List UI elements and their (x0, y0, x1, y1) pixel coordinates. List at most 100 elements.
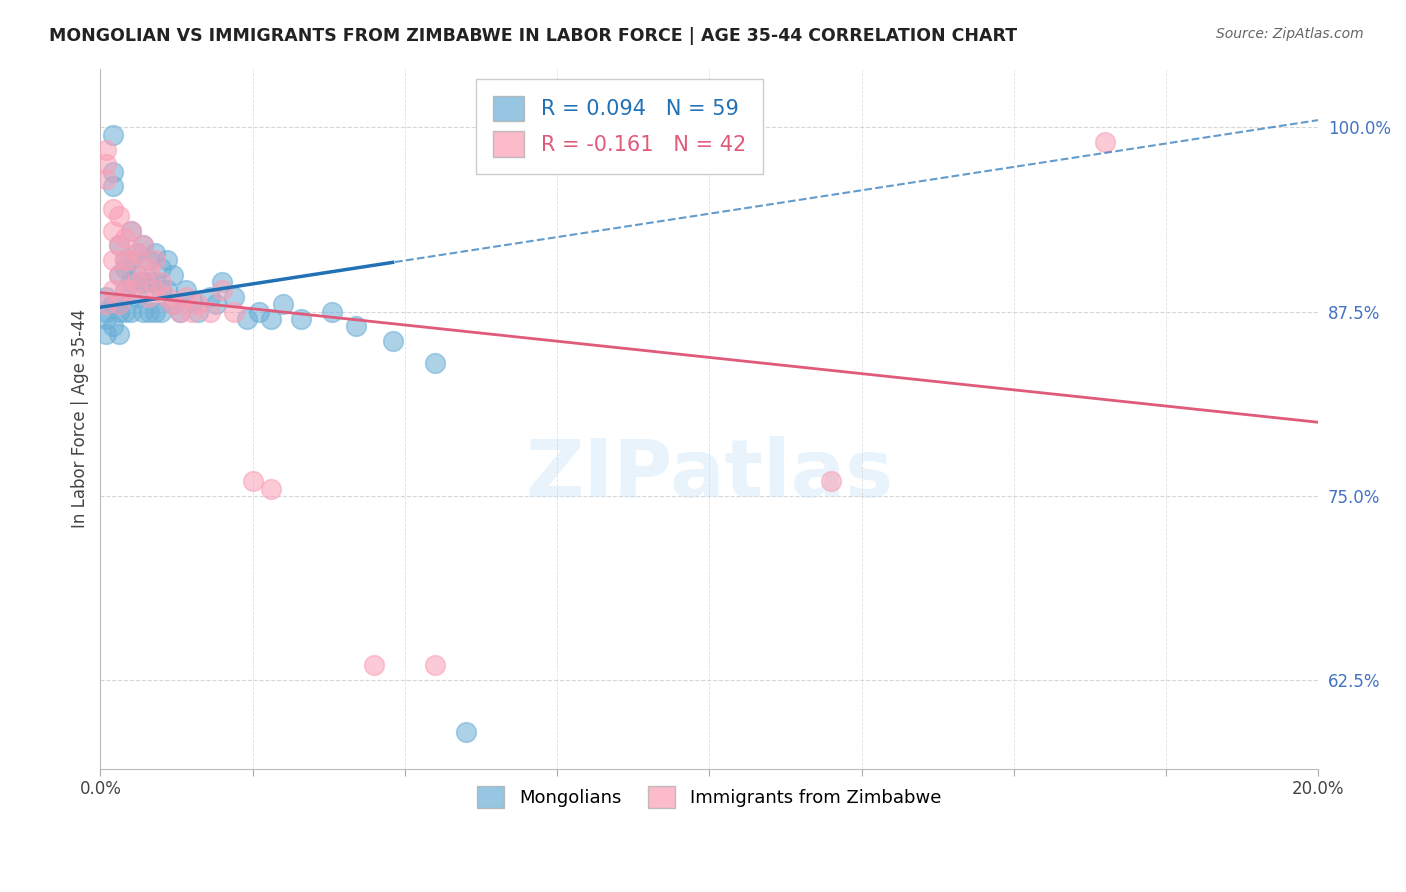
Point (120, 283, 142, 297)
Point (321, 304, 343, 318)
Y-axis label: In Labor Force | Age 35-44: In Labor Force | Age 35-44 (72, 309, 89, 528)
Point (107, 268, 129, 282)
Point (132, 238, 155, 252)
Point (150, 275, 173, 289)
Point (120, 224, 142, 238)
Point (107, 268, 129, 282)
Point (132, 268, 155, 282)
Text: ZIPatlas: ZIPatlas (526, 435, 893, 514)
Point (143, 304, 166, 318)
Point (242, 474, 264, 488)
Point (101, 297, 124, 311)
Point (101, 283, 124, 297)
Point (150, 260, 173, 275)
Text: MONGOLIAN VS IMMIGRANTS FROM ZIMBABWE IN LABOR FORCE | AGE 35-44 CORRELATION CHA: MONGOLIAN VS IMMIGRANTS FROM ZIMBABWE IN… (49, 27, 1018, 45)
Point (101, 128, 124, 142)
Point (174, 283, 197, 297)
Point (107, 297, 129, 311)
Point (138, 275, 160, 289)
Point (205, 297, 228, 311)
Point (363, 658, 385, 673)
Point (107, 209, 129, 223)
Point (114, 231, 136, 245)
Point (138, 304, 160, 318)
Point (162, 297, 184, 311)
Point (96, 304, 118, 318)
Point (169, 304, 191, 318)
Text: Source: ZipAtlas.com: Source: ZipAtlas.com (1216, 27, 1364, 41)
Point (180, 304, 202, 318)
Point (187, 297, 209, 311)
Point (96, 312, 118, 326)
Point (96, 297, 118, 311)
Point (381, 334, 404, 349)
Point (224, 290, 246, 304)
Point (143, 245, 166, 260)
Point (224, 304, 246, 318)
Point (120, 304, 142, 318)
Point (138, 290, 160, 304)
Point (198, 304, 221, 318)
Point (180, 294, 202, 309)
Point (114, 253, 136, 268)
Point (114, 283, 136, 297)
Point (143, 283, 166, 297)
Point (169, 304, 191, 318)
Point (96, 157, 118, 171)
Point (138, 260, 160, 275)
Point (187, 304, 209, 318)
Point (132, 304, 155, 318)
Point (101, 202, 124, 216)
Point (425, 356, 447, 370)
Point (120, 253, 142, 268)
Point (150, 283, 173, 297)
Point (114, 260, 136, 275)
Point (132, 238, 155, 252)
Point (101, 179, 124, 194)
Point (290, 312, 312, 326)
Point (125, 268, 148, 282)
Point (114, 253, 136, 268)
Point (156, 283, 179, 297)
Legend: Mongolians, Immigrants from Zimbabwe: Mongolians, Immigrants from Zimbabwe (470, 779, 949, 815)
Point (125, 275, 148, 289)
Point (156, 253, 179, 268)
Point (143, 253, 166, 268)
Point (96, 290, 118, 304)
Point (174, 290, 197, 304)
Point (247, 304, 270, 318)
Point (107, 326, 129, 341)
Point (101, 224, 124, 238)
Point (114, 304, 136, 318)
Point (132, 275, 155, 289)
Point (143, 275, 166, 289)
Point (235, 312, 257, 326)
Point (260, 482, 283, 496)
Point (101, 164, 124, 178)
Point (1094, 135, 1116, 149)
Point (120, 275, 142, 289)
Point (425, 658, 447, 673)
Point (107, 238, 129, 252)
Point (107, 297, 129, 311)
Point (120, 253, 142, 268)
Point (120, 224, 142, 238)
Point (162, 268, 184, 282)
Point (150, 304, 173, 318)
Point (344, 319, 367, 334)
Point (260, 312, 283, 326)
Point (820, 474, 842, 488)
Point (101, 253, 124, 268)
Point (138, 253, 160, 268)
Point (96, 143, 118, 157)
Point (114, 283, 136, 297)
Point (162, 297, 184, 311)
Point (96, 326, 118, 341)
Point (454, 724, 477, 739)
Point (211, 283, 233, 297)
Point (125, 290, 148, 304)
Point (271, 297, 294, 311)
Point (107, 238, 129, 252)
Point (101, 319, 124, 334)
Point (156, 290, 179, 304)
